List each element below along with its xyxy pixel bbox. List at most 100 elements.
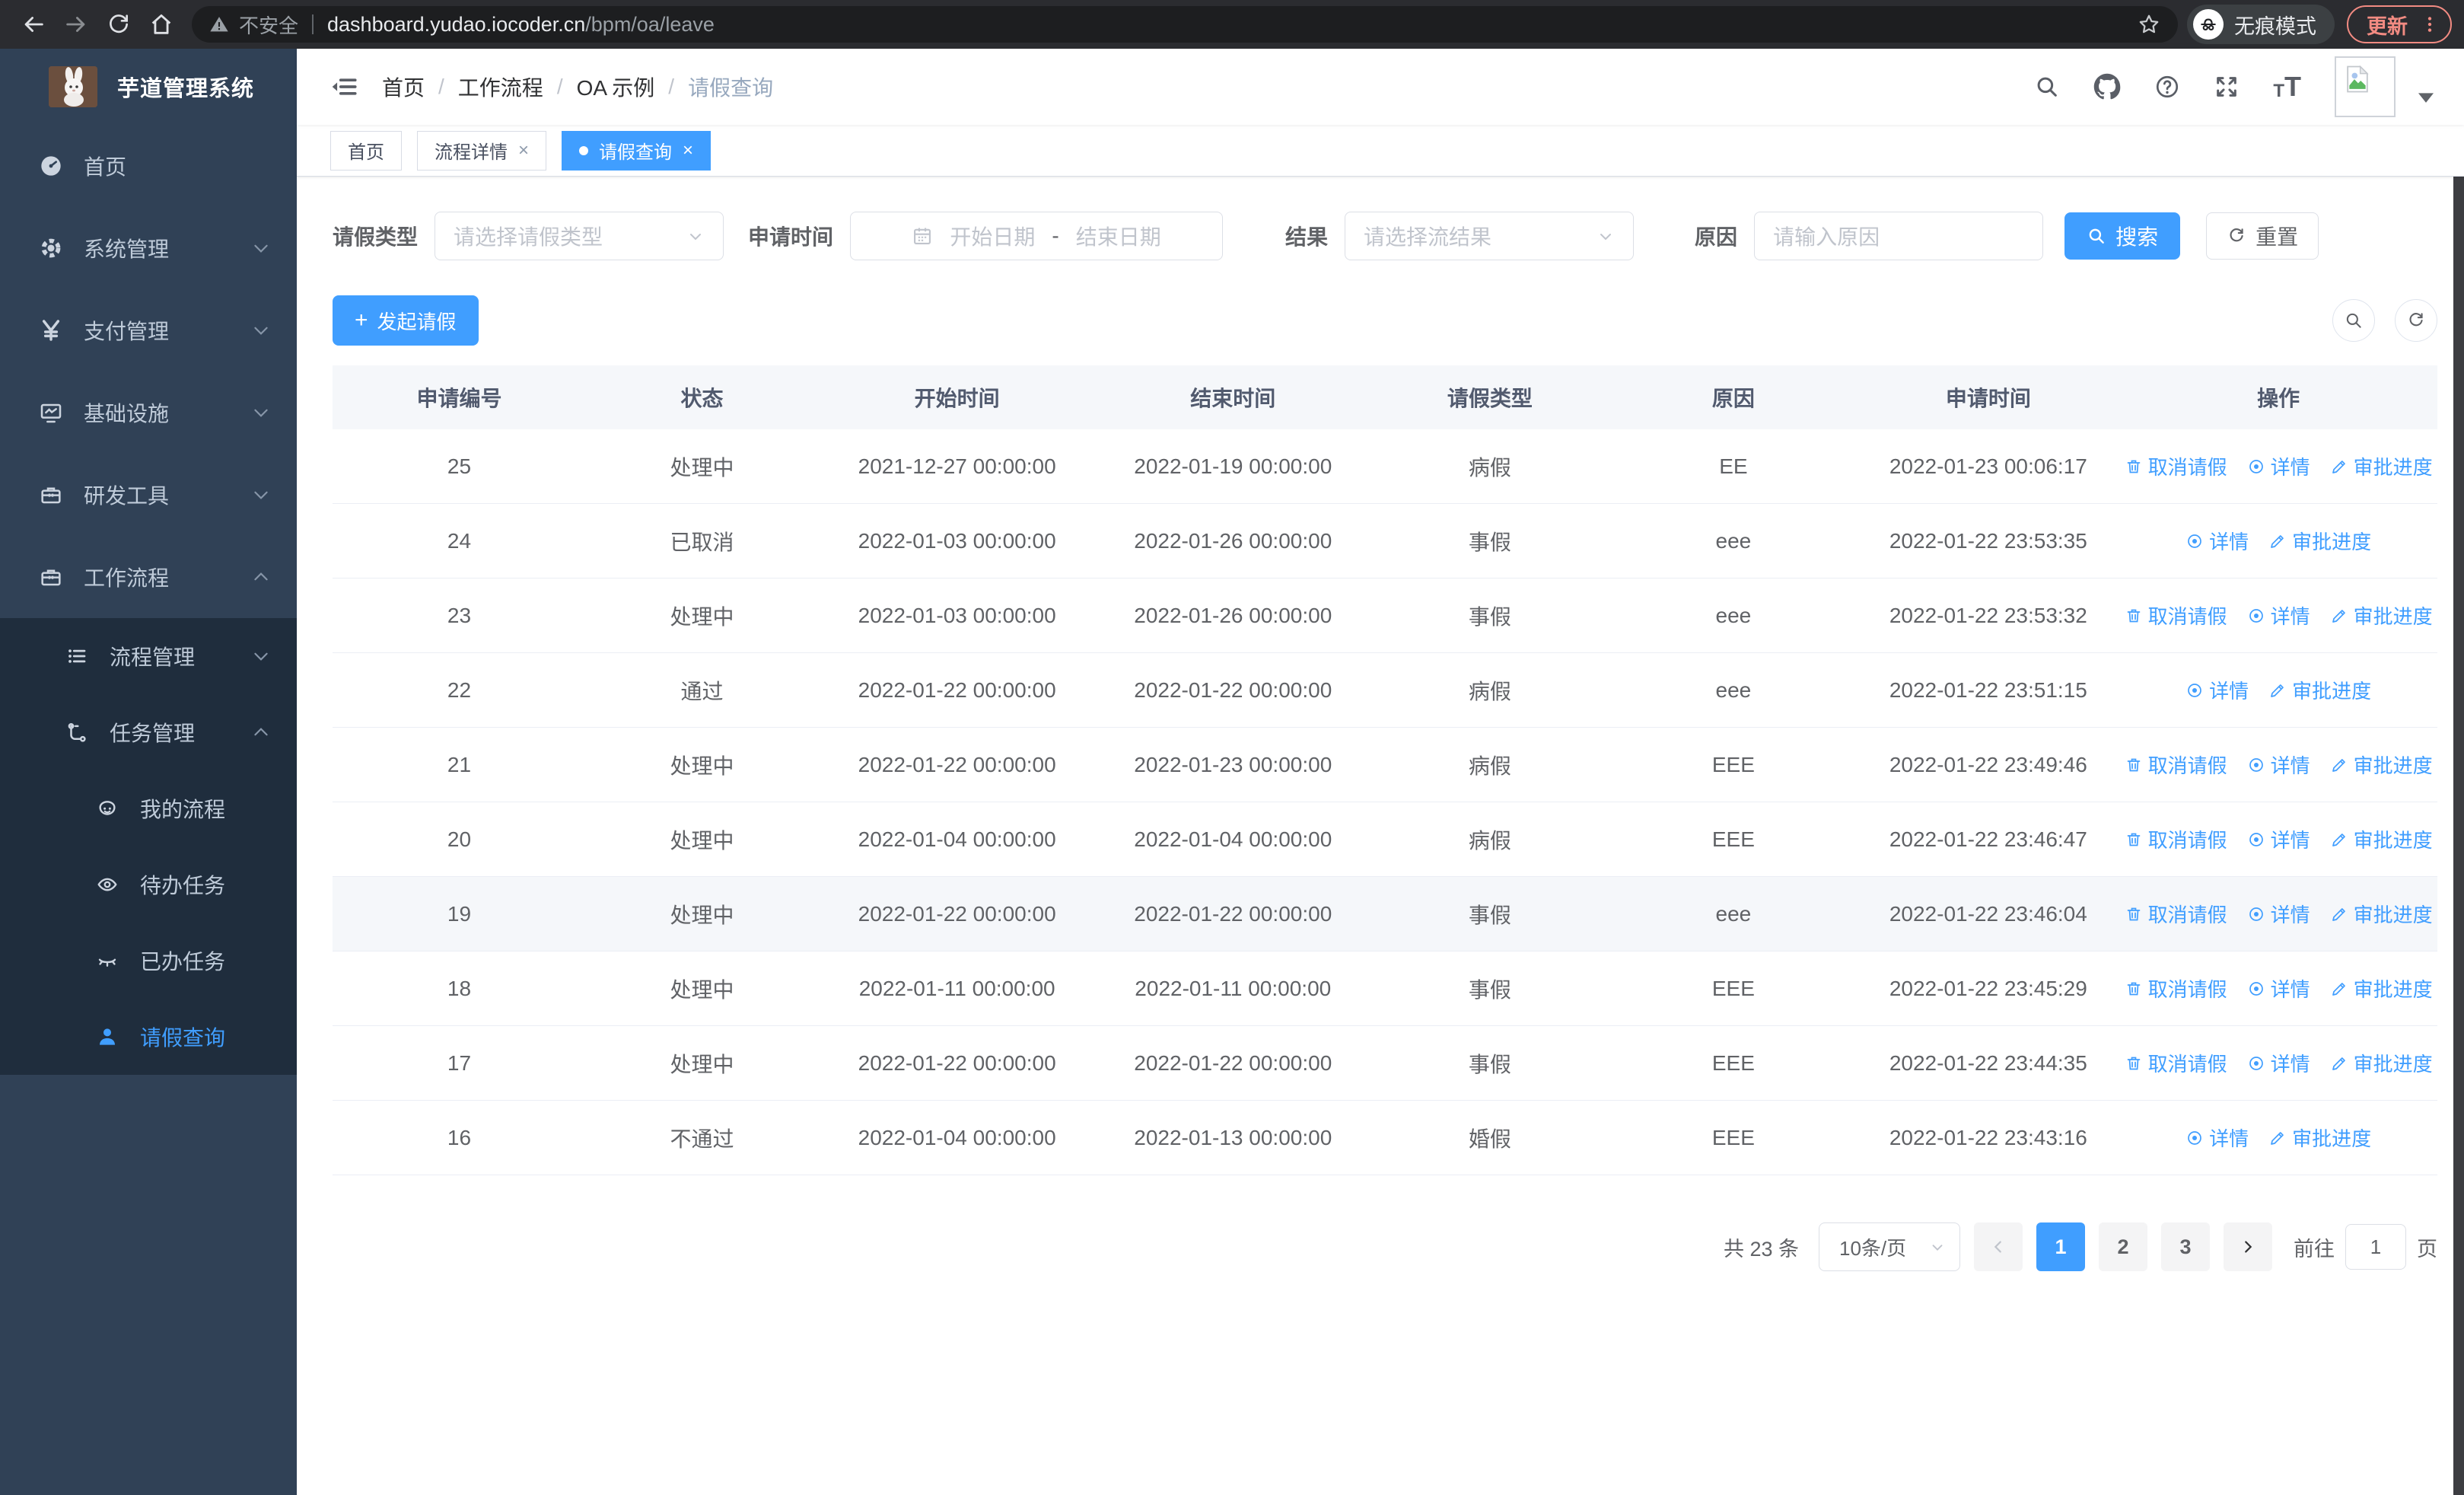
cell-id: 20	[447, 827, 472, 851]
cancel-action-link[interactable]: 取消请假	[2125, 900, 2227, 928]
cell-end: 2022-01-22 00:00:00	[1134, 1050, 1332, 1075]
sidebar-item-todo-tasks[interactable]: 待办任务	[0, 846, 297, 923]
search-button[interactable]: 搜索	[2064, 212, 2181, 260]
cancel-action-link[interactable]: 取消请假	[2125, 1049, 2227, 1077]
progress-action-link[interactable]: 审批进度	[2330, 825, 2433, 853]
table-header-row: 申请编号 状态 开始时间 结束时间 请假类型 原因 申请时间 操作	[333, 365, 2437, 429]
sidebar-item-infra[interactable]: 基础设施	[0, 371, 297, 454]
sidebar-item-label: 支付管理	[84, 320, 170, 343]
sidebar-item-devtools[interactable]: 研发工具	[0, 454, 297, 536]
breadcrumb-workflow[interactable]: 工作流程	[457, 76, 543, 100]
goto-page-input[interactable]: 1	[2345, 1224, 2406, 1270]
sidebar-item-workflow[interactable]: 工作流程	[0, 536, 297, 618]
progress-action-link[interactable]: 审批进度	[2268, 676, 2371, 704]
tag-home[interactable]: 首页	[330, 130, 402, 171]
next-page-button[interactable]	[2224, 1222, 2272, 1271]
sidebar-item-process-mgmt[interactable]: 流程管理	[0, 618, 297, 694]
tag-leave-query[interactable]: 请假查询 ×	[562, 130, 712, 171]
progress-action-link[interactable]: 审批进度	[2268, 527, 2371, 555]
detail-action-link[interactable]: 详情	[2247, 825, 2310, 853]
close-icon[interactable]: ×	[683, 139, 694, 161]
toggle-search-button[interactable]	[2332, 299, 2375, 342]
breadcrumb-home[interactable]: 首页	[382, 76, 425, 100]
close-icon[interactable]: ×	[518, 139, 530, 161]
cell-actions: 取消请假 详情 审批进度	[2119, 900, 2437, 928]
help-icon[interactable]	[2154, 74, 2180, 100]
trash-icon	[2127, 609, 2140, 622]
search-form: 请假类型 请选择请假类型 申请时间 开始日期 - 结束日期 结果 请选择流结果	[333, 212, 2437, 260]
detail-action-link[interactable]: 详情	[2247, 974, 2310, 1003]
github-icon[interactable]	[2093, 73, 2121, 100]
detail-action-link[interactable]: 详情	[2185, 676, 2249, 704]
cancel-action-link[interactable]: 取消请假	[2125, 974, 2227, 1003]
bookmark-star-icon[interactable]	[2137, 12, 2161, 37]
header-search-icon[interactable]	[2034, 74, 2060, 100]
page-button-3[interactable]: 3	[2161, 1222, 2210, 1271]
refresh-table-button[interactable]	[2395, 299, 2437, 342]
detail-action-link[interactable]: 详情	[2247, 900, 2310, 928]
apply-time-range-picker[interactable]: 开始日期 - 结束日期	[850, 212, 1224, 260]
detail-action-link[interactable]: 详情	[2247, 452, 2310, 480]
home-icon[interactable]	[140, 5, 183, 44]
detail-action-link[interactable]: 详情	[2185, 527, 2249, 555]
cell-reason: eee	[1715, 603, 1752, 627]
back-icon[interactable]	[12, 5, 55, 44]
cell-end: 2022-01-26 00:00:00	[1134, 528, 1332, 553]
sidebar-item-system[interactable]: 系统管理	[0, 207, 297, 289]
reload-icon[interactable]	[97, 5, 140, 44]
cancel-action-link[interactable]: 取消请假	[2125, 825, 2227, 853]
cell-reason: eee	[1715, 901, 1752, 926]
cell-apply: 2022-01-22 23:43:16	[1889, 1125, 2087, 1149]
active-tag-dot	[579, 145, 589, 155]
detail-action-link[interactable]: 详情	[2247, 751, 2310, 779]
kebab-menu-icon[interactable]	[2420, 14, 2440, 34]
address-bar[interactable]: 不安全 dashboard.yudao.iocoder.cn/bpm/oa/le…	[192, 6, 2178, 43]
column-header: 申请编号	[416, 387, 502, 410]
security-chip[interactable]: 不安全	[209, 11, 298, 39]
result-select[interactable]: 请选择流结果	[1345, 212, 1635, 260]
logo-image	[49, 66, 97, 107]
sidebar-item-my-process[interactable]: 我的流程	[0, 770, 297, 846]
update-button[interactable]: 更新	[2347, 5, 2452, 43]
page-size-select[interactable]: 10条/页	[1819, 1222, 1960, 1271]
sidebar-item-done-tasks[interactable]: 已办任务	[0, 923, 297, 999]
cancel-action-link[interactable]: 取消请假	[2125, 751, 2227, 779]
page-button-2[interactable]: 2	[2099, 1222, 2147, 1271]
reset-button[interactable]: 重置	[2206, 212, 2319, 260]
progress-action-link[interactable]: 审批进度	[2330, 900, 2433, 928]
sidebar-item-home[interactable]: 首页	[0, 125, 297, 207]
create-leave-button[interactable]: + 发起请假	[333, 295, 479, 346]
sidebar-logo[interactable]: 芋道管理系统	[0, 49, 297, 125]
leave-type-select[interactable]: 请选择请假类型	[435, 212, 724, 260]
sidebar-item-payment[interactable]: 支付管理	[0, 289, 297, 371]
window-scrollbar[interactable]	[2453, 97, 2464, 1495]
reason-input[interactable]: 请输入原因	[1754, 212, 2044, 260]
sidebar-collapse-icon[interactable]	[330, 74, 359, 100]
page-suffix-label: 页	[2417, 1237, 2437, 1261]
sidebar-item-leave-query[interactable]: 请假查询	[0, 999, 297, 1075]
search-icon	[2089, 228, 2104, 244]
detail-action-link[interactable]: 详情	[2247, 601, 2310, 630]
progress-action-link[interactable]: 审批进度	[2330, 452, 2433, 480]
progress-action-link[interactable]: 审批进度	[2330, 974, 2433, 1003]
avatar[interactable]	[2335, 56, 2396, 117]
tag-process-detail[interactable]: 流程详情 ×	[417, 130, 547, 171]
progress-action-link[interactable]: 审批进度	[2330, 601, 2433, 630]
caret-down-icon[interactable]	[2418, 93, 2434, 104]
detail-action-link[interactable]: 详情	[2185, 1124, 2249, 1152]
detail-action-link[interactable]: 详情	[2247, 1049, 2310, 1077]
cancel-action-link[interactable]: 取消请假	[2125, 601, 2227, 630]
cell-id: 18	[447, 976, 472, 1000]
fullscreen-icon[interactable]	[2214, 74, 2240, 100]
progress-action-link[interactable]: 审批进度	[2330, 751, 2433, 779]
page-button-1[interactable]: 1	[2036, 1222, 2085, 1271]
cancel-action-link[interactable]: 取消请假	[2125, 452, 2227, 480]
sidebar-item-task-mgmt[interactable]: 任务管理	[0, 694, 297, 770]
breadcrumb-oa-example[interactable]: OA 示例	[576, 76, 655, 100]
cell-status: 处理中	[670, 828, 734, 853]
progress-action-link[interactable]: 审批进度	[2330, 1049, 2433, 1077]
progress-action-link[interactable]: 审批进度	[2268, 1124, 2371, 1152]
forward-icon[interactable]	[55, 5, 97, 44]
prev-page-button[interactable]	[1974, 1222, 2023, 1271]
